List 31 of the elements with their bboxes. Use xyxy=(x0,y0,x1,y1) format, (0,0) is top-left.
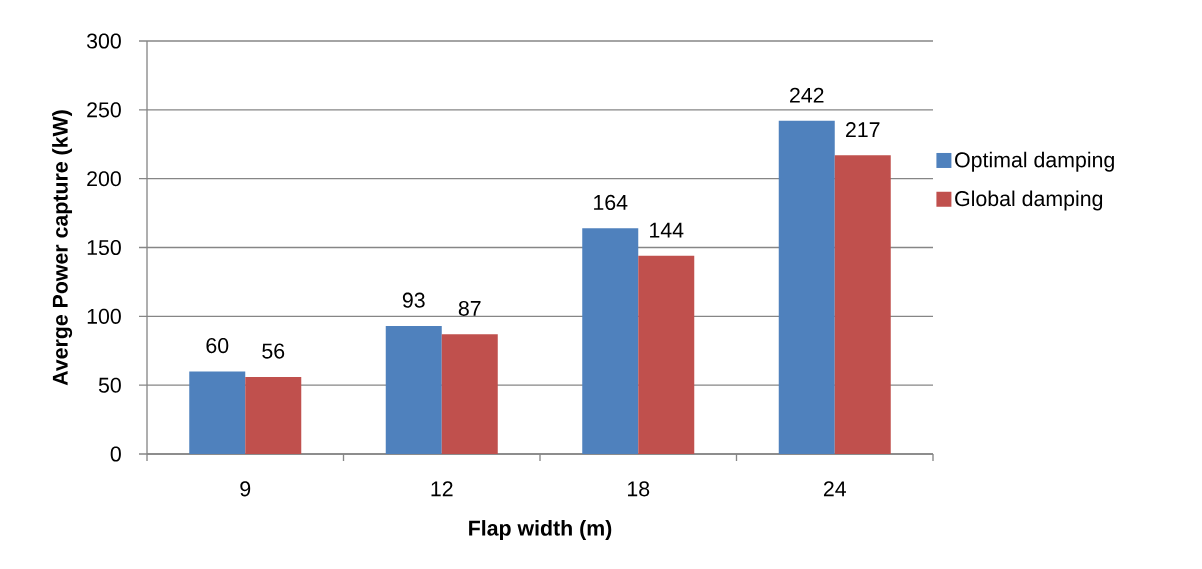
y-tick-label: 100 xyxy=(87,308,121,324)
x-tick-label: 12 xyxy=(431,481,453,497)
bar xyxy=(385,325,442,455)
x-tick-label: 9 xyxy=(240,481,251,497)
data-label: 164 xyxy=(594,194,628,210)
y-tick-label: 250 xyxy=(87,102,121,118)
data-label: 93 xyxy=(402,292,425,308)
x-axis-title: Flap width (m) xyxy=(469,520,612,540)
data-label: 87 xyxy=(458,300,481,316)
y-tick-label: 50 xyxy=(98,377,121,393)
y-axis-title: Averge Power capture (kW) xyxy=(52,110,73,386)
x-tick-label: 18 xyxy=(628,481,650,497)
bar xyxy=(582,228,639,455)
legend-label: Optimal damping xyxy=(955,151,1114,172)
data-label: 242 xyxy=(790,87,824,103)
legend-label: Global damping xyxy=(955,190,1103,211)
data-label: 144 xyxy=(650,222,684,238)
data-label: 56 xyxy=(262,343,285,359)
bar xyxy=(245,376,302,455)
bar xyxy=(441,334,498,455)
bar xyxy=(638,255,695,455)
y-tick-label: 200 xyxy=(87,171,121,187)
bar xyxy=(834,155,891,455)
y-tick-label: 0 xyxy=(110,446,121,462)
y-tick-label: 150 xyxy=(87,239,121,256)
data-label: 217 xyxy=(846,122,880,138)
bar xyxy=(778,120,835,455)
x-tick-label: 24 xyxy=(823,481,846,497)
data-label: 60 xyxy=(206,338,229,354)
y-tick-label: 300 xyxy=(86,33,121,49)
bar xyxy=(189,371,246,455)
